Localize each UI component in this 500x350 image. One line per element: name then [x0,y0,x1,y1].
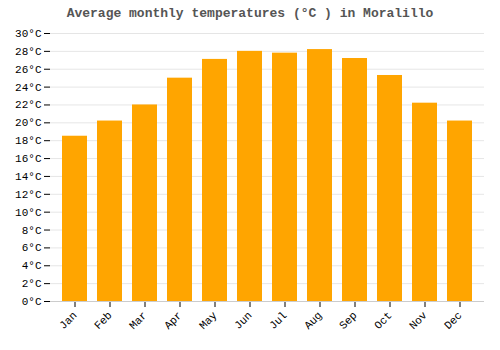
svg-text:18°C: 18°C [15,135,42,147]
svg-text:Dec: Dec [442,309,464,331]
svg-text:6°C: 6°C [22,242,42,254]
svg-text:Jul: Jul [267,309,289,331]
svg-text:0°C: 0°C [22,296,42,308]
svg-text:Sep: Sep [337,309,359,331]
svg-text:Mar: Mar [127,309,149,331]
svg-text:14°C: 14°C [15,171,42,183]
svg-text:12°C: 12°C [15,189,42,201]
svg-text:22°C: 22°C [15,99,42,111]
svg-text:16°C: 16°C [15,153,42,165]
svg-text:24°C: 24°C [15,82,42,94]
svg-text:26°C: 26°C [15,64,42,76]
svg-text:30°C: 30°C [15,28,42,40]
svg-text:2°C: 2°C [22,278,42,290]
svg-text:Jan: Jan [57,309,79,331]
svg-text:May: May [197,309,220,332]
html-text:Average monthly temperatures (: Average monthly temperatures (°C ) in Mo… [66,6,434,21]
svg-text:Jun: Jun [232,309,254,331]
svg-text:Apr: Apr [162,309,184,331]
svg-text:4°C: 4°C [22,260,42,272]
svg-text:10°C: 10°C [15,207,42,219]
svg-text:Nov: Nov [407,309,430,332]
svg-text:20°C: 20°C [15,117,42,129]
svg-text:Aug: Aug [302,309,324,331]
svg-text:Oct: Oct [372,309,394,331]
svg-text:8°C: 8°C [22,225,42,237]
svg-text:28°C: 28°C [15,46,42,58]
svg-text:Feb: Feb [92,309,114,331]
